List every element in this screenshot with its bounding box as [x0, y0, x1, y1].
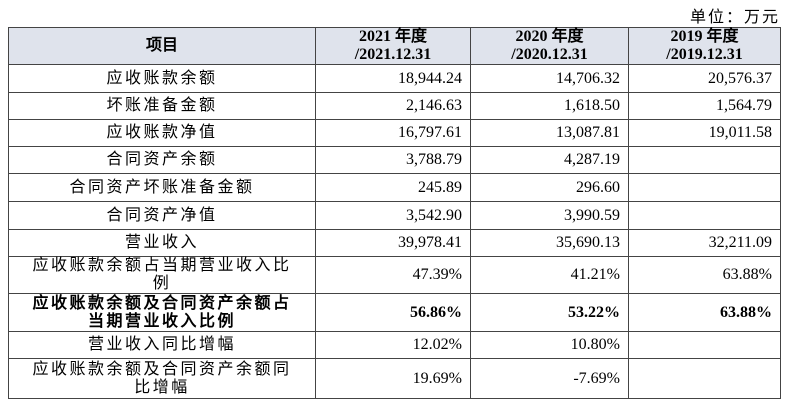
unit-label: 单位：万元	[689, 9, 780, 26]
value-cell: 4,287.19	[470, 146, 629, 174]
cell-line: 2019 年度	[670, 28, 739, 45]
cell-line: /2020.12.31	[511, 46, 588, 63]
row-label: 应收账款余额及合同资产余额同 比增幅	[8, 358, 316, 399]
value-cell	[628, 146, 781, 174]
table-row: 合同资产余额 3,788.79 4,287.19	[8, 146, 781, 174]
cell-line: 2021 年度	[358, 28, 427, 45]
value-cell: 56.86%	[315, 293, 471, 332]
table-row: 营业收入 39,978.41 35,690.13 32,211.09	[8, 229, 781, 257]
value-cell: 1,564.79	[628, 92, 781, 120]
header-cell: 2019 年度/2019.12.31	[628, 27, 781, 65]
row-label: 合同资产坏账准备金额	[8, 173, 316, 202]
value-cell: 20,576.37	[628, 64, 781, 93]
value-cell	[628, 358, 781, 399]
value-cell: 245.89	[315, 173, 471, 202]
value-cell: 3,788.79	[315, 146, 471, 174]
table-row: 营业收入同比增幅 12.02% 10.80%	[8, 331, 781, 359]
table-row: 应收账款余额及合同资产余额占 当期营业收入比例 56.86% 53.22% 63.88%	[8, 293, 781, 332]
value-cell: 19,011.58	[628, 119, 781, 147]
table-body: 应收账款余额 18,944.24 14,706.32 20,576.37 坏账准备金额 2…	[8, 64, 781, 399]
table-row: 合同资产净值 3,542.90 3,990.59	[8, 201, 781, 230]
row-label: 营业收入	[8, 229, 316, 257]
value-cell: 39,978.41	[315, 229, 471, 257]
table-header: 项目 2021 年度/2021.12.31 2020 年度/2020.12.31 20…	[8, 27, 781, 65]
cell-line: /2021.12.31	[354, 46, 432, 63]
cell-line: /2019.12.31	[666, 46, 743, 63]
row-label: 应收账款净值	[8, 119, 316, 147]
table-row: 应收账款净值 16,797.61 13,087.81 19,011.58	[8, 119, 781, 147]
value-cell: 32,211.09	[628, 229, 781, 257]
row-label: 营业收入同比增幅	[8, 331, 316, 359]
header-cell: 2020 年度/2020.12.31	[470, 27, 629, 65]
table-row: 坏账准备金额 2,146.63 1,618.50 1,564.79	[8, 92, 781, 120]
cell-line: 当期营业收入比例	[87, 312, 236, 330]
value-cell: 296.60	[470, 173, 629, 202]
value-cell: -7.69%	[470, 358, 629, 399]
value-cell: 63.88%	[628, 256, 781, 294]
cell-line: 2020 年度	[515, 28, 584, 45]
header-cell: 2021 年度/2021.12.31	[315, 27, 471, 65]
table-row: 应收账款余额占当期营业收入比例 47.39% 41.21% 63.88%	[8, 256, 781, 294]
value-cell: 18,944.24	[315, 64, 471, 93]
value-cell	[628, 201, 781, 230]
row-label: 合同资产净值	[8, 201, 316, 230]
value-cell: 41.21%	[470, 256, 629, 294]
cell-line: 例	[152, 275, 172, 292]
table-row: 应收账款余额及合同资产余额同 比增幅 19.69% -7.69%	[8, 358, 781, 399]
cell-line: 应收账款余额及合同资产余额占	[32, 294, 292, 312]
value-cell: 16,797.61	[315, 119, 471, 147]
table-row: 应收账款余额 18,944.24 14,706.32 20,576.37	[8, 64, 781, 93]
row-label: 应收账款余额及合同资产余额占 当期营业收入比例	[8, 293, 316, 332]
value-cell	[628, 173, 781, 202]
value-cell: 10.80%	[470, 331, 629, 359]
value-cell: 63.88%	[628, 293, 781, 332]
cell-line: 应收账款余额及合同资产余额同	[32, 360, 292, 378]
row-label: 应收账款余额占当期营业收入比例	[8, 256, 316, 294]
row-label: 应收账款余额	[8, 64, 316, 93]
value-cell: 2,146.63	[315, 92, 471, 120]
value-cell: 53.22%	[470, 293, 629, 332]
value-cell: 19.69%	[315, 358, 471, 399]
value-cell	[628, 331, 781, 359]
data-table: 项目 2021 年度/2021.12.31 2020 年度/2020.12.31 20…	[8, 27, 781, 399]
table-row: 合同资产坏账准备金额 245.89 296.60	[8, 173, 781, 202]
value-cell: 1,618.50	[470, 92, 629, 120]
row-label: 合同资产余额	[8, 146, 316, 174]
value-cell: 3,990.59	[470, 201, 629, 230]
value-cell: 3,542.90	[315, 201, 471, 230]
value-cell: 12.02%	[315, 331, 471, 359]
cell-line: 应收账款余额占当期营业收入比	[32, 257, 292, 274]
header-cell: 项目	[8, 27, 316, 65]
row-label: 坏账准备金额	[8, 92, 316, 120]
cell-line: 比增幅	[134, 378, 190, 396]
value-cell: 47.39%	[315, 256, 471, 294]
value-cell: 35,690.13	[470, 229, 629, 257]
value-cell: 14,706.32	[470, 64, 629, 93]
value-cell: 13,087.81	[470, 119, 629, 147]
